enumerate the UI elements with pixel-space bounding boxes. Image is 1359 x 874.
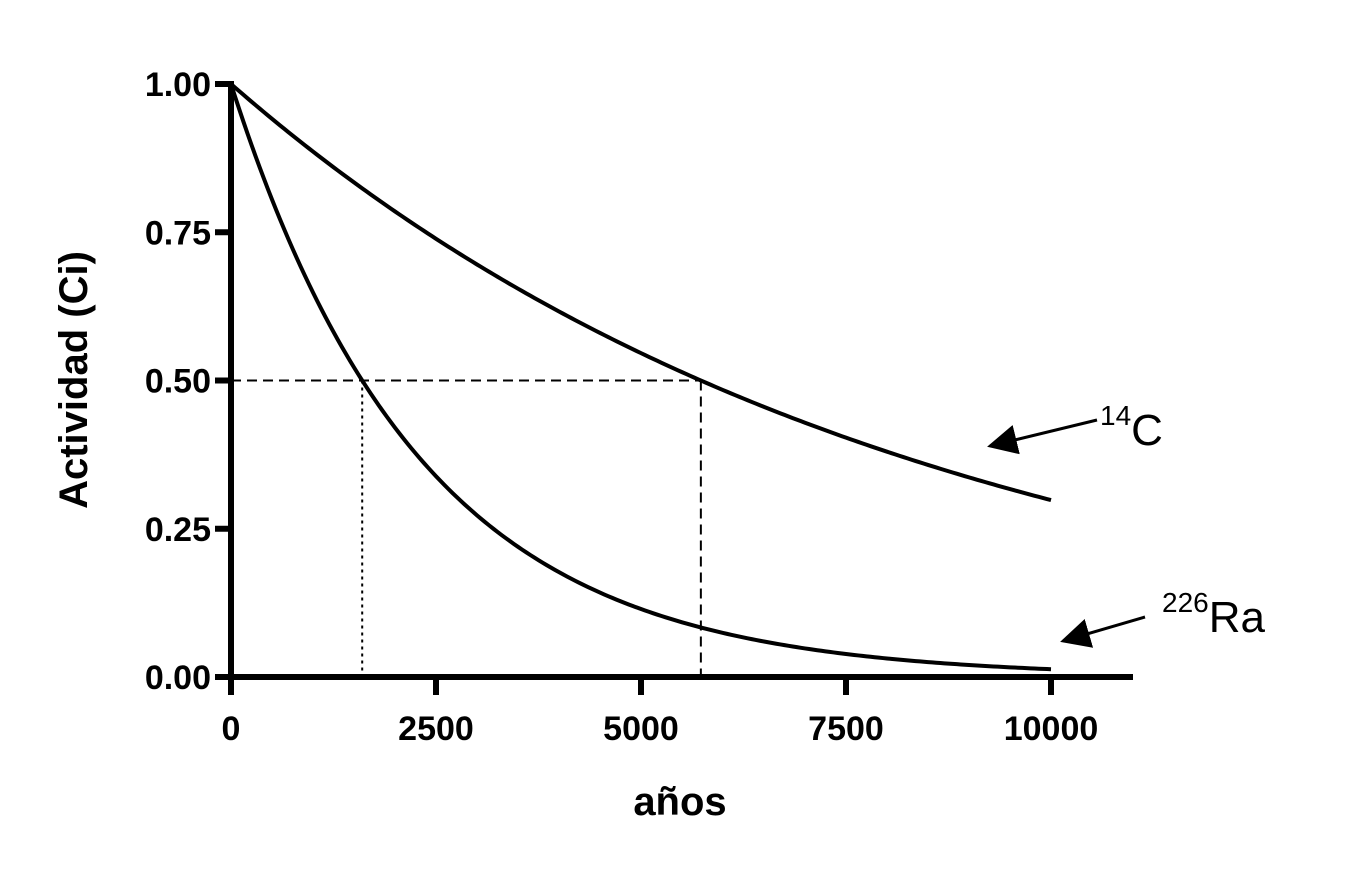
y-axis-title: Actividad (Ci) <box>52 251 96 509</box>
y-tick-label: 0.25 <box>145 511 211 549</box>
x-tick-label: 0 <box>222 710 241 748</box>
series-label-superscript: 226 <box>1162 587 1209 618</box>
x-tick-label: 2500 <box>398 710 474 748</box>
y-ticks: 0.00 0.25 0.50 0.75 1.00 <box>145 66 231 697</box>
series-arrow-14C <box>987 418 1098 455</box>
x-ticks: 0 2500 5000 7500 10000 <box>222 677 1099 748</box>
series-label-superscript: 14 <box>1100 400 1131 431</box>
series-curves <box>229 82 1052 672</box>
y-tick-label: 0.75 <box>145 214 211 252</box>
x-tick-label: 10000 <box>1004 710 1099 748</box>
series-labels: 14C 226Ra <box>987 400 1265 648</box>
reference-lines <box>231 379 702 677</box>
series-label-symbol: Ra <box>1209 593 1266 642</box>
series-label-14C: 14C <box>1100 400 1163 455</box>
series-line-226Ra <box>229 83 1052 672</box>
series-label-symbol: C <box>1131 406 1163 455</box>
y-tick-label: 1.00 <box>145 66 211 104</box>
y-tick-label: 0.50 <box>145 363 211 401</box>
series-line-14C <box>229 82 1052 503</box>
y-tick-label: 0.00 <box>145 659 211 697</box>
x-tick-label: 7500 <box>808 710 884 748</box>
x-tick-label: 5000 <box>603 710 679 748</box>
series-label-226Ra: 226Ra <box>1162 587 1265 642</box>
series-arrow-226Ra <box>1060 615 1146 648</box>
x-axis-title: años <box>633 780 726 824</box>
